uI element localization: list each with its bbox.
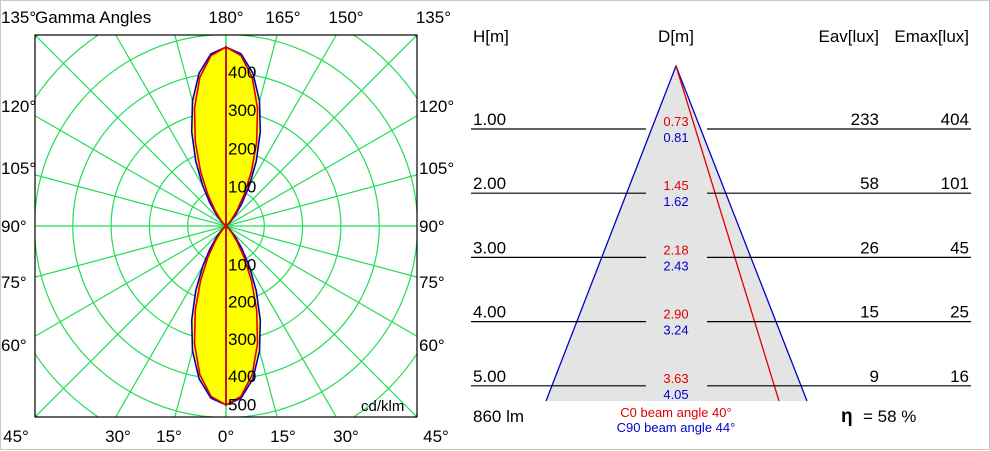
flux-label: 860 lm [473, 407, 524, 426]
angle-label: 150° [328, 8, 363, 27]
cell-d-c90: 0.81 [663, 130, 688, 145]
beam-angle-c90: C90 beam angle 44° [617, 420, 736, 435]
cell-h: 5.00 [473, 367, 506, 386]
cell-d-c90: 3.24 [663, 323, 688, 338]
table-row: 1.00 233 404 0.730.81 [471, 110, 971, 145]
angle-label-bottom: 30° [333, 427, 359, 446]
angle-label-bottom: 15° [156, 427, 182, 446]
header-d: D[m] [658, 27, 694, 46]
angle-label-right: 60° [419, 336, 445, 355]
cell-d-c0: 2.90 [663, 307, 688, 322]
efficiency-value: = 58 % [863, 407, 916, 426]
angle-label-left: 60° [1, 336, 27, 355]
table-row: 3.00 26 45 2.182.43 [471, 238, 971, 273]
cell-h: 4.00 [473, 303, 506, 322]
efficiency-symbol: η [841, 406, 853, 427]
cell-eav: 233 [851, 110, 879, 129]
angle-label-bottom: 15° [270, 427, 296, 446]
table-row: 5.00 9 16 3.634.05 [471, 367, 971, 402]
cell-d-c0: 0.73 [663, 114, 688, 129]
radial-tick: 400 [228, 367, 256, 386]
cell-d-c90: 2.43 [663, 258, 688, 273]
top-angle-labels: 135° Gamma Angles 180° 165° 150° 135° [1, 8, 451, 27]
angle-label-bottom: 30° [105, 427, 131, 446]
angle-label-left: 120° [1, 97, 36, 116]
angle-label-right: 90° [419, 217, 445, 236]
chart-title: Gamma Angles [35, 8, 151, 27]
cell-d-c90: 4.05 [663, 387, 688, 402]
angle-label-bottom: 45° [3, 427, 29, 446]
angle-label-left: 90° [1, 217, 27, 236]
cell-emax: 404 [941, 110, 969, 129]
cell-emax: 101 [941, 174, 969, 193]
cell-d-c0: 3.63 [663, 371, 688, 386]
side-angle-labels: 120° 120° 105° 105° 90° 90° 75° 75° 60° 60° [1, 97, 454, 355]
radial-tick: 100 [228, 255, 256, 274]
radial-tick: 200 [228, 139, 256, 158]
curve-c0 [193, 45, 259, 407]
radial-tick: 100 [228, 178, 256, 197]
table-row: 2.00 58 101 1.451.62 [471, 174, 971, 209]
angle-label: 180° [208, 8, 243, 27]
radial-tick: 300 [228, 330, 256, 349]
cell-h: 3.00 [473, 238, 506, 257]
table-rows: 1.00 233 404 0.730.81 2.00 58 101 1.451.62 3.00 2… [471, 110, 971, 402]
cell-h: 1.00 [473, 110, 506, 129]
angle-label-left: 75° [1, 273, 27, 292]
beam-cone [545, 64, 808, 402]
cell-emax: 25 [950, 303, 969, 322]
angle-label: 135° [416, 8, 451, 27]
cell-eav: 58 [860, 174, 879, 193]
header-emax: Emax[lux] [894, 27, 969, 46]
cell-eav: 15 [860, 303, 879, 322]
cell-d-c0: 2.18 [663, 242, 688, 257]
table-headers: H[m] D[m] Eav[lux] Emax[lux] [473, 27, 969, 46]
cell-eav: 26 [860, 238, 879, 257]
radial-tick: 300 [228, 101, 256, 120]
angle-label-bottom: 0° [218, 427, 234, 446]
radial-tick-labels: 100 100 200 200 300 300 400 400 500 [228, 63, 256, 415]
angle-label-left: 105° [1, 159, 36, 178]
cell-emax: 45 [950, 238, 969, 257]
polar-frame [34, 34, 418, 418]
radial-tick: 400 [228, 63, 256, 82]
angle-label-right: 75° [419, 273, 445, 292]
unit-label: cd/klm [361, 398, 404, 415]
beam-angle-c0: C0 beam angle 40° [620, 405, 731, 420]
angle-label-right: 105° [419, 159, 454, 178]
cell-emax: 16 [950, 367, 969, 386]
bottom-angle-labels: 45° 30° 15° 0° 15° 30° 45° [3, 427, 449, 446]
header-h: H[m] [473, 27, 509, 46]
angle-label: 135° [1, 8, 36, 27]
lobe-fill [191, 47, 261, 405]
c0-beam-edge [675, 65, 780, 402]
cell-d-c0: 1.45 [663, 178, 688, 193]
header-eav: Eav[lux] [819, 27, 879, 46]
angle-label-right: 120° [419, 97, 454, 116]
cell-eav: 9 [870, 367, 879, 386]
cell-h: 2.00 [473, 174, 506, 193]
angle-label-bottom: 45° [423, 427, 449, 446]
cone-fill [546, 66, 807, 401]
angle-label: 165° [265, 8, 300, 27]
cell-d-c90: 1.62 [663, 194, 688, 209]
radial-tick: 500 [228, 396, 256, 415]
polar-curves [190, 35, 262, 417]
table-row: 4.00 15 25 2.903.24 [471, 303, 971, 338]
radial-tick: 200 [228, 293, 256, 312]
